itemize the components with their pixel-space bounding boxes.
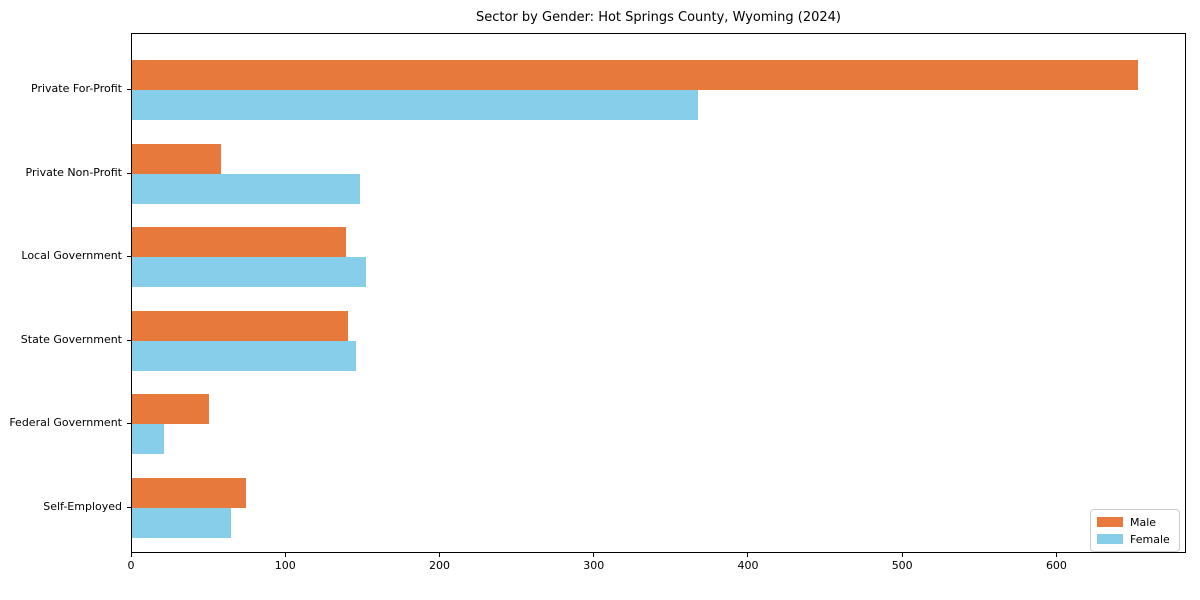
x-tick-mark — [284, 553, 286, 557]
legend-swatch-male — [1097, 517, 1123, 527]
y-tick-mark — [127, 256, 131, 257]
x-tick-mark — [901, 553, 903, 557]
bar-female-self-employed — [132, 507, 231, 538]
legend-label-male: Male — [1130, 515, 1157, 529]
bar-male-federal-government — [132, 394, 209, 424]
x-tick-label-400: 400 — [737, 559, 759, 572]
x-tick-mark — [747, 553, 749, 557]
y-tick-mark — [127, 339, 131, 341]
y-tick-mark — [127, 172, 131, 174]
y-tick-label-private-for-profit: Private For-Profit — [31, 82, 122, 95]
x-tick-mark — [130, 553, 132, 557]
x-tick-label-300: 300 — [583, 559, 605, 572]
x-tick-label-500: 500 — [891, 559, 913, 572]
y-tick-label-private-non-profit: Private Non-Profit — [25, 165, 122, 179]
x-tick-label-600: 600 — [1045, 559, 1067, 572]
x-tick-label-200: 200 — [428, 559, 450, 572]
bar-female-private-non-profit — [132, 173, 360, 204]
legend-item-female: Female — [1097, 533, 1173, 546]
bar-male-private-non-profit — [132, 143, 221, 174]
legend-swatch-female — [1097, 534, 1123, 544]
bar-female-federal-government — [132, 424, 164, 454]
chart-title: Sector by Gender: Hot Springs County, Wy… — [476, 10, 841, 25]
legend-item-male: Male — [1097, 516, 1173, 529]
y-tick-label-state-government: State Government — [20, 332, 122, 346]
bar-female-state-government — [132, 340, 356, 371]
y-tick-mark — [127, 506, 131, 508]
bar-male-local-government — [132, 227, 346, 257]
x-tick-mark — [438, 553, 440, 557]
y-tick-mark — [127, 423, 131, 424]
y-tick-label-self-employed: Self-Employed — [43, 499, 122, 513]
bar-female-local-government — [132, 257, 366, 287]
bar-male-private-for-profit — [132, 60, 1138, 90]
x-tick-label-0: 0 — [127, 559, 135, 572]
bar-female-private-for-profit — [132, 90, 698, 120]
x-tick-mark — [593, 553, 595, 557]
legend: Male Female — [1090, 509, 1180, 552]
x-tick-mark — [1055, 553, 1057, 557]
bar-male-state-government — [132, 310, 348, 341]
bar-male-self-employed — [132, 477, 246, 508]
x-tick-label-100: 100 — [274, 559, 296, 572]
legend-label-female: Female — [1130, 532, 1170, 546]
plot-area — [131, 33, 1186, 553]
y-tick-mark — [127, 89, 131, 90]
y-tick-label-federal-government: Federal Government — [9, 416, 122, 429]
y-tick-label-local-government: Local Government — [21, 249, 122, 262]
